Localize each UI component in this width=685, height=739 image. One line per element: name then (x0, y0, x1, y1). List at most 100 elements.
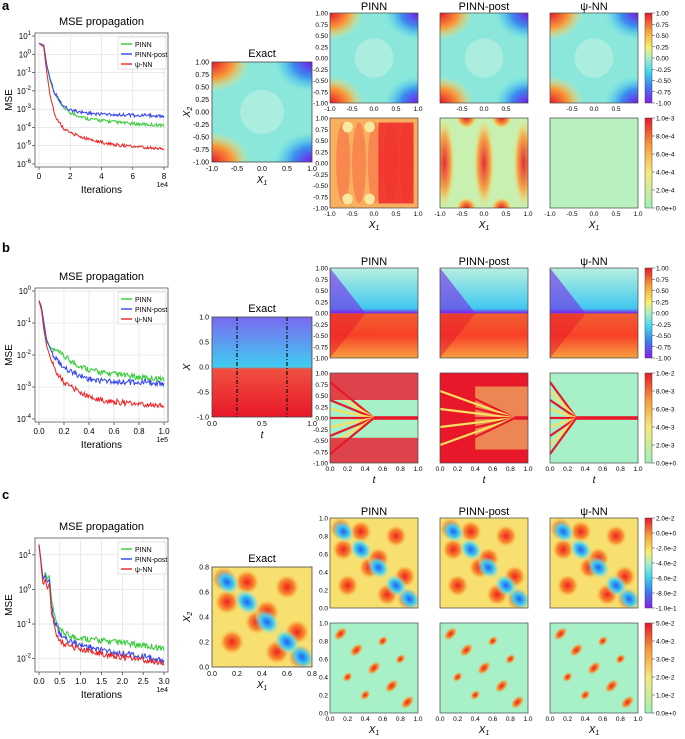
grid-xlabel: X1 (368, 725, 380, 737)
grid-xtick-label: 1.0 (413, 716, 422, 723)
exact-ytick-label: 1.0 (199, 315, 209, 322)
colorbar-tick-label: 0.0e+0 (656, 206, 676, 213)
map-frame (329, 12, 419, 104)
mse-xtick-label: 3.0 (158, 677, 170, 686)
colorbar-tick-label: 2.0e-4 (656, 188, 675, 195)
exact-ytick-label: -0.50 (193, 135, 209, 142)
exact-ytick-label: 0.8 (199, 565, 209, 572)
colorbar-tick-label: 0.00 (656, 56, 669, 63)
grid-xtick-label: 0.8 (616, 466, 625, 473)
grid-ytick-label: 0.75 (315, 277, 328, 284)
exact-title: Exact (248, 303, 276, 315)
grid-ytick-label: -1.00 (313, 461, 328, 468)
grid-xtick-label: 1.0 (413, 466, 422, 473)
map-frame (439, 622, 529, 714)
grid-xtick-label: 0.8 (506, 716, 515, 723)
colorbar-tick-label: 1.0e-2 (656, 693, 675, 700)
grid-ytick-label: 0.25 (315, 299, 328, 306)
grid-xtick-label: -0.5 (566, 106, 578, 113)
colorbar-tick-label: -8.0e-2 (656, 591, 677, 598)
grid-ytick-label: -1.00 (313, 356, 328, 363)
grid-xtick-label: 0.5 (391, 106, 400, 113)
grid-ytick-label: -0.75 (313, 89, 328, 96)
grid-xtick-label: -0.5 (346, 211, 358, 218)
mse-xtick-label: 0.5 (54, 677, 66, 686)
mse-series-ψ-NN (38, 300, 165, 409)
grid-xtick-label: 0.8 (616, 716, 625, 723)
map-frame (439, 12, 529, 104)
mse-xtick-label: 0.0 (33, 427, 45, 436)
exact-ytick-label: 0.75 (195, 72, 209, 79)
grid-xtick-label: 0.5 (501, 211, 510, 218)
colorbar-error: 1.0e-3 8.0e-4 6.0e-4 4.0e-4 2.0e-4 0.0e+0 (644, 116, 676, 213)
map-frame (549, 12, 639, 104)
mse-ytick-label: 10-4 (17, 122, 32, 132)
mse-ytick-label: 10-3 (17, 382, 32, 392)
colorbar-tick-label: -1.00 (656, 356, 671, 363)
grid-ytick-label: 1.00 (315, 266, 328, 273)
legend-box (117, 36, 167, 70)
mse-ylabel: MSE (4, 594, 15, 616)
colorbar-tick-label: 1.0e-3 (656, 116, 675, 123)
exact-xlabel: t (261, 430, 265, 441)
colorbar-error-bar (644, 117, 653, 209)
mse-series-PINN-post (38, 544, 165, 665)
colorbar-tick-label: 6.0e-4 (656, 152, 675, 159)
grid-ytick-label: 0.50 (315, 33, 328, 40)
grid-ytick-label: 0.00 (315, 416, 328, 423)
colorbar-tick-label: 0.50 (656, 33, 669, 40)
column-title: ψ-NN (580, 1, 607, 13)
exact-xtick-label: 0.0 (257, 166, 267, 173)
map-frame (329, 267, 419, 359)
mse-xtick-label: 1.0 (158, 427, 170, 436)
mse-xtick-label: 6 (131, 172, 136, 181)
mse-series-PINN-post (38, 300, 165, 388)
exact-ytick-label: 0.2 (199, 640, 209, 647)
grid-xtick-label: 0.0 (545, 716, 554, 723)
error-map (550, 623, 638, 713)
grid-ytick-label: -0.75 (313, 344, 328, 351)
colorbar-tick-label: 6.0e-3 (656, 407, 675, 414)
grid-xlabel: X1 (588, 725, 600, 737)
grid-ytick-label: 0.25 (315, 44, 328, 51)
grid-xtick-label: 0.6 (378, 716, 387, 723)
exact-ytick-label: 0.6 (199, 590, 209, 597)
colorbar-tick-label: -0.75 (656, 89, 671, 96)
grid-xtick-label: 0.0 (479, 106, 488, 113)
colorbar-prediction-bar (644, 12, 653, 104)
grid-xtick-label: 0.0 (589, 211, 598, 218)
colorbar-prediction: 2.0e-2 0.0e+0 -2.0e-2 -4.0e-2 -6.0e-2 -8.0e-2… (644, 516, 677, 613)
grid-xtick-label: -1.0 (324, 211, 336, 218)
grid-xtick-label: 0.6 (378, 466, 387, 473)
grid-xtick-label: 0.4 (361, 466, 370, 473)
prediction-map (440, 268, 528, 358)
column-title: PINN (361, 1, 387, 13)
map-frame (439, 372, 529, 464)
colorbar-error: 1.0e-2 8.0e-3 6.0e-3 4.0e-3 2.0e-3 0.0e+0 (644, 371, 676, 468)
grid-xtick-label: 1.0 (523, 716, 532, 723)
column-title: PINN (361, 256, 387, 268)
mse-xtick-label: 4 (99, 172, 104, 181)
exact-ytick-label: 0.00 (195, 110, 209, 117)
prediction-map (550, 518, 638, 608)
legend-label: PINN-post (135, 557, 167, 564)
colorbar-prediction-bar (644, 517, 653, 609)
colorbar-tick-label: 0.25 (656, 44, 669, 51)
map-frame (439, 517, 529, 609)
panel-label-b: b (2, 240, 10, 255)
grid-xtick-label: 1.0 (413, 211, 422, 218)
colorbar-tick-label: -1.00 (656, 101, 671, 108)
grid-xtick-label: 0.6 (488, 466, 497, 473)
grid-xtick-label: -0.5 (456, 211, 468, 218)
grid-ytick-label: 0.6 (319, 552, 328, 559)
colorbar-error-bar (644, 622, 653, 714)
exact-xtick-label: 0.5 (257, 421, 267, 428)
colorbar-tick-label: 0.50 (656, 288, 669, 295)
mse-x-exponent: 1e5 (156, 437, 168, 444)
mse-ytick-label: 10-1 (17, 619, 32, 629)
colorbar-prediction: 1.00 0.75 0.50 0.25 0.00 -0.25 -0.50 -0.75 -1.00 (644, 266, 671, 363)
mse-xtick-label: 8 (162, 172, 167, 181)
map-frame (549, 117, 639, 209)
grid-xlabel: X1 (588, 220, 600, 232)
mse-ytick-label: 10-2 (17, 654, 32, 664)
